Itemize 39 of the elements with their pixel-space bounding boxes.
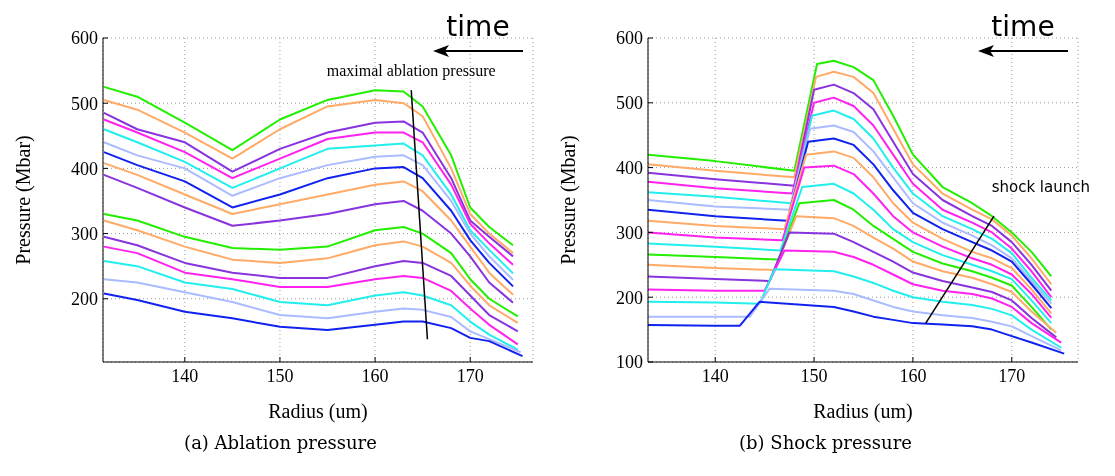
- y-tick-label: 100: [616, 352, 643, 373]
- annotation: maximal ablation pressure: [326, 62, 496, 81]
- line-series: [648, 300, 1066, 355]
- line-series: [648, 231, 1058, 339]
- annotation: time: [445, 10, 511, 43]
- x-axis-title: Radius (um): [813, 400, 913, 423]
- y-tick-label: 500: [616, 93, 643, 114]
- y-tick-label: 400: [616, 157, 643, 178]
- line-series: [103, 292, 524, 358]
- x-tick-label: 150: [800, 365, 828, 386]
- line-series: [648, 249, 1063, 344]
- x-tick-label: 140: [701, 365, 729, 386]
- x-tick-label: 160: [361, 365, 389, 386]
- x-tick-label: 150: [266, 365, 294, 386]
- line-series: [103, 235, 519, 333]
- y-tick-label: 600: [616, 28, 643, 49]
- x-tick-label: 170: [998, 365, 1026, 386]
- text: (b) Shock pressure: [738, 432, 913, 453]
- x-axis-title: Radius (um): [268, 400, 368, 423]
- x-tick-label: 160: [899, 365, 927, 386]
- text: (a) Ablation pressure: [183, 432, 378, 453]
- line-series: [103, 259, 519, 351]
- y-tick-label: 600: [71, 28, 98, 49]
- y-tick-label: 200: [71, 289, 98, 310]
- y-tick-label: 300: [71, 223, 98, 244]
- line-series: [648, 287, 1063, 352]
- x-tick-label: 170: [456, 365, 484, 386]
- y-tick-label: 400: [71, 158, 98, 179]
- x-tick-label: 140: [171, 365, 199, 386]
- y-axis-title: Pressure (Mbar): [12, 135, 36, 265]
- y-tick-label: 200: [616, 287, 643, 308]
- y-tick-label: 300: [616, 222, 643, 243]
- annotation: time: [990, 10, 1056, 43]
- line-series: [103, 245, 519, 346]
- y-axis-title: Pressure (Mbar): [557, 135, 581, 265]
- line-series: [103, 278, 522, 354]
- annotation: shock launch: [991, 178, 1090, 196]
- y-tick-label: 500: [71, 93, 98, 114]
- line-series: [648, 268, 1063, 349]
